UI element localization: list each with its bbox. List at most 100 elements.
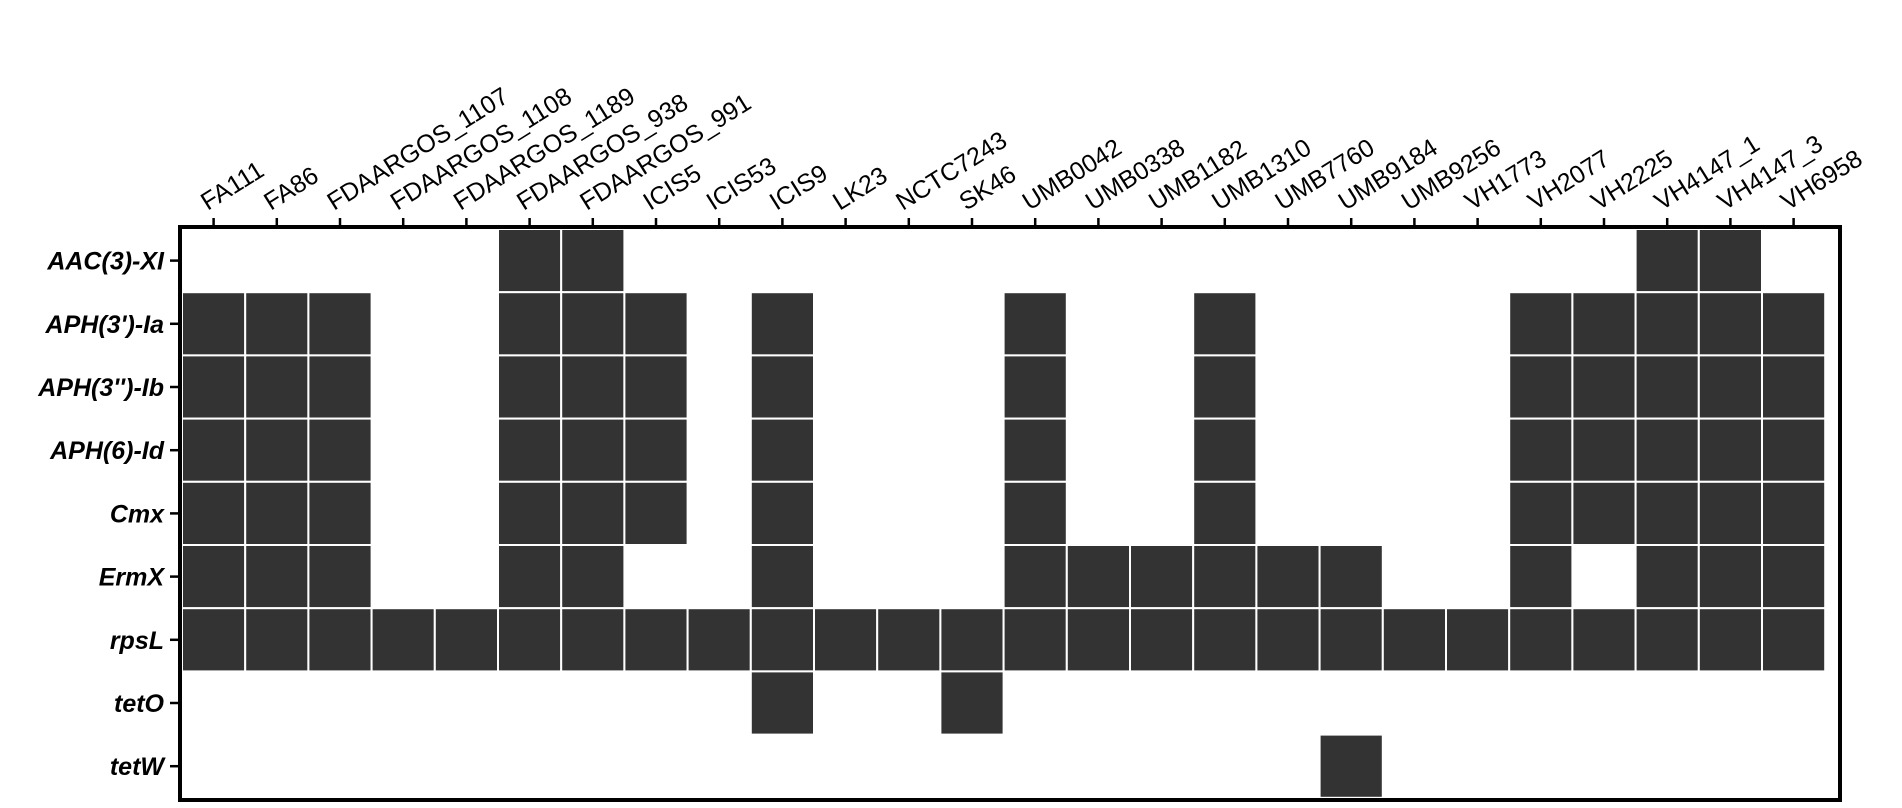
heatmap-cell xyxy=(1634,480,1700,546)
row-label: ErmX xyxy=(99,564,166,592)
heatmap-cell xyxy=(307,544,373,610)
heatmap-cell xyxy=(1697,480,1764,546)
heatmap-cell xyxy=(497,228,563,294)
heatmap-cell xyxy=(244,354,310,420)
heatmap-cell xyxy=(497,291,563,357)
heatmap-cell xyxy=(1697,228,1764,294)
heatmap-cell xyxy=(307,607,373,673)
heatmap-cell xyxy=(497,607,563,673)
row-label: rpsL xyxy=(110,627,164,655)
heatmap-cell xyxy=(307,417,373,483)
heatmap-cell xyxy=(1571,480,1637,546)
heatmap-cell xyxy=(181,480,247,546)
heatmap-cell xyxy=(1634,354,1700,420)
heatmap-cell xyxy=(1571,354,1637,420)
heatmap-cell xyxy=(1761,544,1827,610)
heatmap-cell xyxy=(623,607,689,673)
heatmap-cell xyxy=(244,480,310,546)
heatmap-cell xyxy=(307,354,373,420)
column-label: LK23 xyxy=(828,161,892,216)
row-label: AAC(3)-XI xyxy=(46,248,165,276)
heatmap-cell xyxy=(1002,354,1068,420)
heatmap-cell xyxy=(1192,354,1258,420)
heatmap-cell xyxy=(1192,417,1258,483)
heatmap-cell xyxy=(181,607,247,673)
heatmap-cell xyxy=(560,291,626,357)
heatmap-cell xyxy=(749,480,815,546)
heatmap-cell xyxy=(623,291,689,357)
heatmap-cell xyxy=(244,291,310,357)
heatmap-cell xyxy=(244,607,310,673)
heatmap-cell xyxy=(1508,291,1574,357)
heatmap-cell xyxy=(181,354,247,420)
heatmap-cell xyxy=(1697,607,1764,673)
heatmap-cell xyxy=(939,607,1005,673)
heatmap-cell xyxy=(939,670,1005,736)
column-ticks xyxy=(212,218,1795,227)
heatmap-cell xyxy=(1571,607,1637,673)
heatmap-cell xyxy=(813,607,879,673)
heatmap-cell xyxy=(1255,607,1321,673)
heatmap-cell xyxy=(623,354,689,420)
heatmap-cell xyxy=(1634,417,1700,483)
heatmap-cell xyxy=(560,544,626,610)
heatmap-cell xyxy=(1192,480,1258,546)
heatmap-cell xyxy=(749,544,815,610)
heatmap-cell xyxy=(1508,417,1574,483)
heatmap-cell xyxy=(623,417,689,483)
heatmap-cell xyxy=(560,607,626,673)
heatmap-cell xyxy=(1318,733,1384,799)
heatmap-cell xyxy=(560,417,626,483)
heatmap-cell xyxy=(497,480,563,546)
heatmap-cell xyxy=(1129,607,1195,673)
heatmap-cell xyxy=(1002,480,1068,546)
heatmap-cell xyxy=(1761,354,1827,420)
heatmap-cell xyxy=(1634,544,1700,610)
row-label: APH(6)-Id xyxy=(49,437,165,465)
heatmap-cell xyxy=(1761,291,1827,357)
heatmap-cell xyxy=(1381,607,1448,673)
heatmap-cell xyxy=(1065,544,1132,610)
heatmap-cell xyxy=(1508,480,1574,546)
heatmap-cell xyxy=(749,607,815,673)
heatmap-cell xyxy=(1002,417,1068,483)
heatmap-cell xyxy=(244,544,310,610)
heatmap-cell xyxy=(497,354,563,420)
heatmap-cell xyxy=(1255,544,1321,610)
heatmap-cell xyxy=(1508,607,1574,673)
heatmap-cell xyxy=(307,480,373,546)
heatmap-cell xyxy=(1697,544,1764,610)
heatmap-cell xyxy=(497,544,563,610)
heatmap-cell xyxy=(1697,417,1764,483)
heatmap-cell xyxy=(560,228,626,294)
heatmap-cell xyxy=(1634,291,1700,357)
heatmap-cell xyxy=(1192,544,1258,610)
heatmap-cell xyxy=(1634,607,1700,673)
heatmap-cell xyxy=(1445,607,1511,673)
heatmap-cell xyxy=(1634,228,1700,294)
heatmap-cell xyxy=(1192,607,1258,673)
heatmap-cell xyxy=(181,291,247,357)
column-label: FA86 xyxy=(259,161,323,216)
heatmap-cell xyxy=(749,670,815,736)
heatmap-cells xyxy=(181,228,1827,799)
column-label: ICIS53 xyxy=(702,152,782,216)
heatmap-cell xyxy=(1065,607,1132,673)
row-label: tetO xyxy=(114,690,165,718)
heatmap-cell xyxy=(1192,291,1258,357)
heatmap-cell xyxy=(1571,417,1637,483)
heatmap-cell xyxy=(181,544,247,610)
heatmap-cell xyxy=(1761,607,1827,673)
heatmap-cell xyxy=(749,417,815,483)
heatmap-cell xyxy=(686,607,752,673)
heatmap-cell xyxy=(1129,544,1195,610)
heatmap-cell xyxy=(1761,417,1827,483)
column-label: FA111 xyxy=(196,156,269,216)
heatmap-cell xyxy=(560,354,626,420)
heatmap-cell xyxy=(497,417,563,483)
heatmap-cell xyxy=(307,291,373,357)
heatmap-cell xyxy=(876,607,942,673)
row-label: APH(3')-Ia xyxy=(45,311,165,339)
heatmap-cell xyxy=(1002,291,1068,357)
